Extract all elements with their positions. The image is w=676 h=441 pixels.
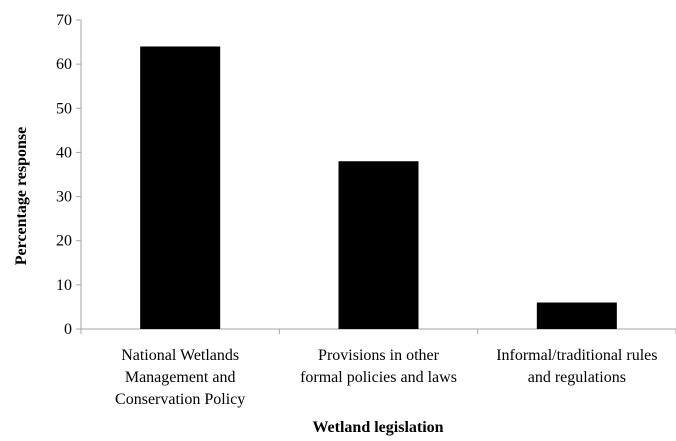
x-category-label: Provisions in other formal policies and l… — [300, 347, 457, 386]
x-category-label-line: formal policies and laws — [300, 369, 457, 386]
y-tick-label: 10 — [56, 277, 72, 294]
bar — [338, 161, 419, 329]
x-category-label-line: National Wetlands — [121, 347, 239, 364]
x-category-label-line: Conservation Policy — [115, 391, 245, 408]
x-category-label: Informal/traditional rules and regulation… — [496, 347, 657, 386]
x-category-label-line: and regulations — [528, 369, 626, 386]
bar — [536, 302, 617, 329]
x-category-label-line: Informal/traditional rules — [496, 347, 657, 364]
y-tick-label: 40 — [56, 144, 72, 161]
x-category-label-line: Management and — [125, 369, 236, 386]
y-tick-label: 70 — [56, 12, 72, 29]
x-category-label: National Wetlands Management and Conservat… — [115, 347, 245, 408]
y-tick-label: 20 — [56, 233, 72, 250]
y-axis-title: Percentage response — [13, 127, 30, 265]
bar — [140, 46, 221, 329]
category-labels: National Wetlands Management and Conservat… — [115, 347, 657, 408]
bars — [140, 46, 617, 329]
x-axis-title: Wetland legislation — [312, 419, 443, 436]
y-tick-label: 0 — [64, 321, 72, 338]
x-axis — [80, 328, 676, 334]
y-tick-label: 60 — [56, 56, 72, 73]
y-tick-label: 50 — [56, 100, 72, 117]
y-tick-label: 30 — [56, 189, 72, 206]
y-axis: 0 10 20 30 40 50 60 70 — [56, 12, 82, 338]
x-category-label-line: Provisions in other — [318, 347, 440, 364]
